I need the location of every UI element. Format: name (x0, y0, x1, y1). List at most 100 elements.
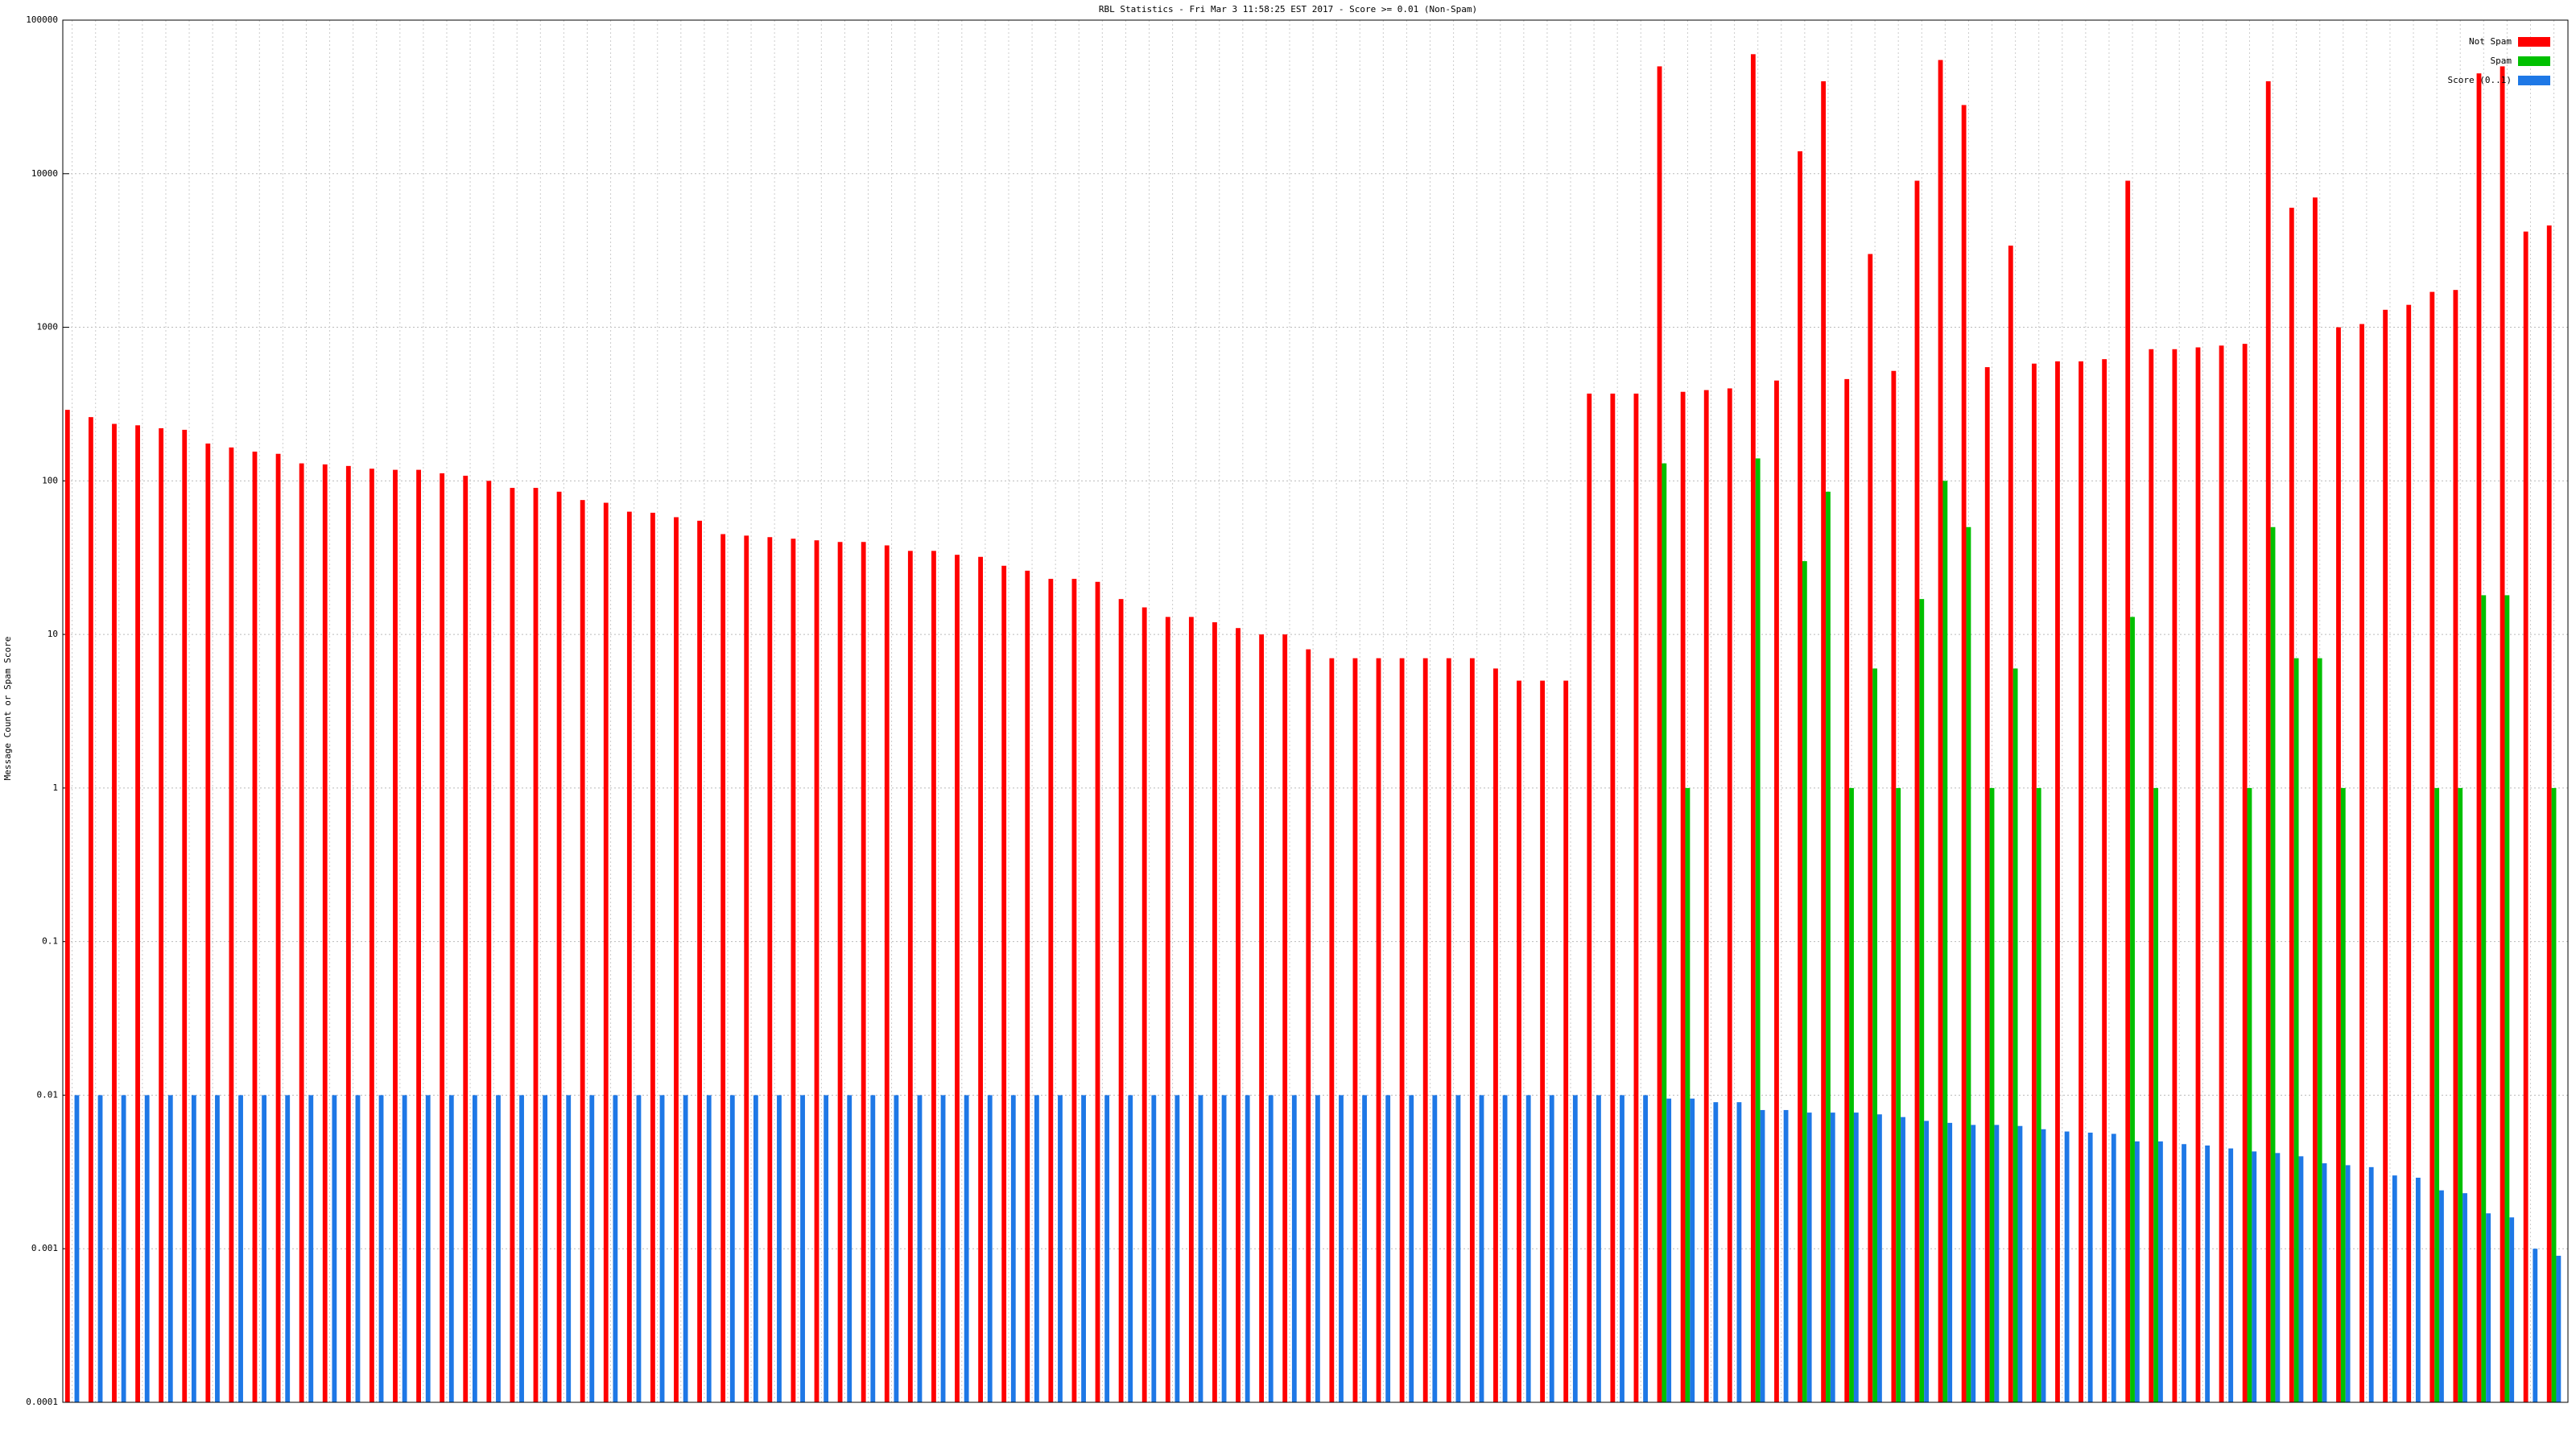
bar (369, 469, 374, 1402)
bar (2533, 1249, 2538, 1402)
bar (2458, 787, 2463, 1402)
bar (1385, 1095, 1391, 1402)
bar (697, 520, 702, 1402)
bar (308, 1095, 314, 1402)
legend-swatch (2518, 56, 2550, 66)
y-tick-label: 1 (52, 782, 58, 793)
bar (1306, 649, 1311, 1402)
bar (1924, 1121, 1930, 1402)
bar (299, 463, 304, 1402)
bar (2036, 787, 2041, 1402)
bar (496, 1095, 501, 1402)
bar (2453, 290, 2458, 1402)
bar (1432, 1095, 1438, 1402)
bar (580, 500, 585, 1402)
bar (1961, 105, 1967, 1402)
bar (1755, 458, 1761, 1402)
bar (2195, 347, 2201, 1403)
legend-swatch (2518, 76, 2550, 85)
bar (1680, 391, 1686, 1402)
bar (1971, 1125, 1976, 1402)
bar (1549, 1095, 1554, 1402)
bar (659, 1095, 665, 1402)
bar (1760, 1109, 1765, 1402)
bar (1540, 680, 1546, 1402)
bar (2125, 180, 2131, 1402)
bar (1236, 628, 1241, 1402)
bar (706, 1095, 712, 1402)
bar (191, 1095, 196, 1402)
y-tick-label: 10000 (31, 168, 58, 179)
bar (566, 1095, 572, 1402)
bar (1919, 599, 1925, 1402)
bar (2172, 349, 2178, 1403)
bar (182, 429, 188, 1403)
y-tick-label: 1000 (37, 322, 59, 332)
bar (650, 512, 655, 1402)
bar (2079, 361, 2083, 1402)
bar (1502, 1095, 1508, 1402)
bar (744, 535, 749, 1402)
bar (1774, 380, 1779, 1403)
bar (1849, 787, 1854, 1402)
bar (2509, 1217, 2515, 1402)
bar (2322, 1163, 2327, 1402)
bar (472, 1095, 477, 1402)
bar (229, 447, 234, 1402)
bar (1806, 1113, 1812, 1402)
bar (1095, 581, 1100, 1402)
bar (2013, 668, 2018, 1402)
bar (603, 502, 609, 1402)
bar (777, 1095, 782, 1402)
bar (1703, 390, 1709, 1403)
bar (1872, 668, 1878, 1402)
bar (1587, 393, 1592, 1402)
bar (2031, 363, 2037, 1402)
legend-label: Score (0..1) (2448, 75, 2512, 85)
bar (1666, 1098, 1672, 1402)
bar (636, 1095, 642, 1402)
bar (847, 1095, 852, 1402)
bar (2481, 595, 2487, 1402)
bar (1118, 599, 1124, 1402)
bar (1048, 579, 1054, 1402)
bar (1104, 1095, 1110, 1402)
y-tick-label: 0.1 (42, 936, 58, 947)
bar (1165, 617, 1170, 1402)
bar (791, 539, 796, 1402)
y-tick-label: 100000 (26, 14, 58, 25)
y-axis-label: Message Count or Spam Score (2, 637, 13, 781)
bar (1517, 680, 1521, 1402)
bar (2265, 80, 2271, 1403)
bar (2368, 1166, 2374, 1402)
bar (2476, 73, 2482, 1403)
bar (2523, 231, 2529, 1402)
bar (1896, 787, 1901, 1402)
bar (1221, 1095, 1227, 1402)
bar (2504, 595, 2510, 1402)
bar (1844, 378, 1850, 1403)
bar (2434, 787, 2440, 1402)
bar (2275, 1153, 2281, 1402)
bar (683, 1095, 688, 1402)
bar (448, 1095, 454, 1402)
bar (720, 534, 726, 1402)
bar (2383, 309, 2388, 1403)
bar (262, 1095, 267, 1402)
bar (2336, 327, 2341, 1402)
bar (74, 1095, 80, 1402)
bar (613, 1095, 618, 1402)
bar (1479, 1095, 1484, 1402)
bar (510, 488, 515, 1402)
bar (1001, 565, 1007, 1403)
bar (2289, 208, 2294, 1403)
bar (2087, 1133, 2093, 1402)
bar (894, 1095, 899, 1402)
bar (1455, 1095, 1461, 1402)
bar (1685, 787, 1690, 1402)
legend-label: Spam (2491, 56, 2512, 66)
bar (440, 473, 445, 1402)
bar (1633, 393, 1639, 1402)
bar (1339, 1095, 1344, 1402)
bar (556, 491, 562, 1403)
